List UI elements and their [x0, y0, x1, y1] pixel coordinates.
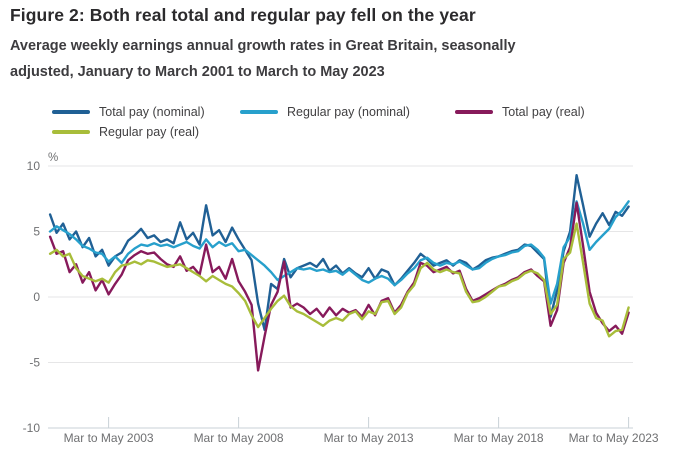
y-axis-unit-label: % [48, 152, 58, 164]
figure-title: Figure 2: Both real total and regular pa… [10, 5, 476, 25]
figure-subtitle-line2: adjusted, January to March 2001 to March… [10, 64, 385, 80]
legend-item: Total pay (real) [455, 104, 585, 120]
chart-legend: Total pay (nominal) Regular pay (nominal)… [0, 0, 687, 145]
x-tick-label: Mar to May 2003 [64, 431, 154, 445]
legend-item: Regular pay (nominal) [240, 104, 410, 120]
legend-item: Regular pay (real) [52, 124, 199, 140]
legend-swatch [455, 110, 493, 114]
legend-swatch [240, 110, 278, 114]
line-regular-pay-nominal [48, 200, 630, 305]
y-tick-label: 10 [27, 159, 41, 173]
legend-label: Total pay (real) [502, 105, 585, 119]
line-total-pay-real [48, 201, 630, 372]
legend-item: Total pay (nominal) [52, 104, 205, 120]
legend-swatch [52, 110, 90, 114]
y-tick-label: 5 [33, 225, 40, 239]
legend-label: Regular pay (real) [99, 125, 200, 139]
line-chart: 10 5 0 -5 -10% Mar to May 2003 Mar to May 2008… [23, 152, 659, 445]
line-regular-pay-real [48, 222, 630, 338]
x-tick-label: Mar to May 2008 [194, 431, 284, 445]
legend-label: Regular pay (nominal) [287, 105, 410, 119]
x-tick-label: Mar to May 2018 [454, 431, 544, 445]
y-tick-label: -10 [23, 421, 41, 435]
y-tick-label: -5 [29, 356, 40, 370]
legend-swatch [52, 130, 90, 134]
figure-subtitle-line1: Average weekly earnings annual growth ra… [10, 38, 516, 54]
x-tick-label: Mar to May 2023 [569, 431, 659, 445]
legend-label: Total pay (nominal) [99, 105, 205, 119]
x-tick-label: Mar to May 2013 [324, 431, 414, 445]
y-tick-label: 0 [33, 290, 40, 304]
